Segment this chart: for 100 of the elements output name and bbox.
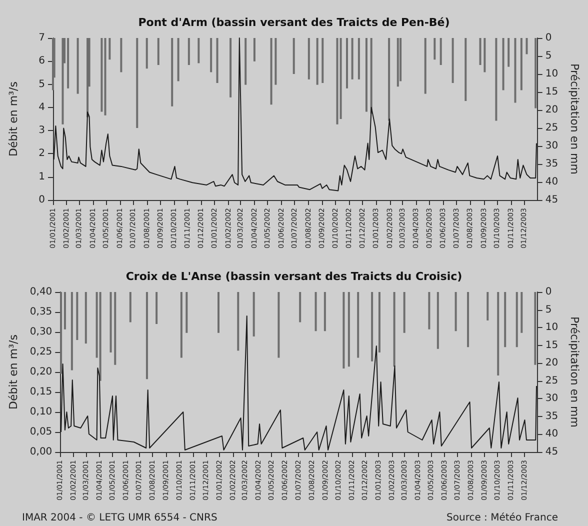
y2-tick-label: 35 <box>545 158 558 170</box>
bar <box>274 38 277 85</box>
bar <box>64 292 66 330</box>
bar <box>270 38 272 105</box>
y-tick-label: 4 <box>38 102 45 113</box>
line-series <box>53 38 537 192</box>
bar <box>210 38 212 72</box>
y2-axis-title: Précipitation en mm <box>568 64 581 174</box>
bar <box>370 38 372 114</box>
y2-tick-label: 30 <box>545 393 558 404</box>
bar <box>371 292 374 362</box>
y-tick-label: 0,40 <box>30 286 52 298</box>
bar <box>110 292 112 352</box>
bar <box>322 38 324 83</box>
y-tick-label: 0,05 <box>30 426 52 438</box>
bar <box>495 38 498 121</box>
y2-tick-label: 45 <box>545 446 558 458</box>
bar <box>424 38 426 94</box>
bar <box>299 292 302 322</box>
y2-tick-label: 25 <box>545 375 558 386</box>
bar <box>76 292 78 340</box>
bar <box>504 292 506 348</box>
y2-tick-label: 20 <box>545 104 558 116</box>
bar <box>156 292 158 324</box>
bar <box>403 292 406 333</box>
source-note: Source : Météo France <box>446 512 558 524</box>
y2-tick-label: 15 <box>545 340 558 351</box>
bar <box>253 38 256 62</box>
y-tick-label: 6 <box>38 56 45 67</box>
y2-tick-label: 40 <box>545 428 558 440</box>
bar <box>198 38 200 64</box>
bar <box>534 292 536 365</box>
bar <box>336 38 338 124</box>
bar <box>340 38 342 119</box>
y2-tick-label: 40 <box>545 176 558 188</box>
y2-tick-label: 5 <box>545 50 552 62</box>
bar <box>60 292 62 374</box>
bar <box>520 38 522 90</box>
y2-tick-label: 25 <box>545 122 558 134</box>
y-tick-label: 0,25 <box>30 346 52 358</box>
y2-tick-label: 5 <box>545 304 552 316</box>
bar <box>230 38 232 98</box>
bar <box>62 38 64 124</box>
y2-tick-label: 0 <box>545 286 552 298</box>
bar <box>428 292 430 330</box>
bar <box>146 38 148 69</box>
y2-tick-label: 10 <box>545 68 558 80</box>
y-tick-label: 0,20 <box>30 366 52 378</box>
bar <box>464 38 467 101</box>
bar <box>440 38 442 65</box>
bar <box>516 292 518 348</box>
y-tick-label: 0,15 <box>30 386 52 398</box>
bar <box>396 38 399 87</box>
bar <box>454 292 457 332</box>
bar <box>526 38 528 54</box>
y2-tick-label: 10 <box>545 322 558 334</box>
bar <box>452 38 454 83</box>
bar <box>486 292 489 320</box>
bar <box>104 38 106 116</box>
bar <box>186 292 188 333</box>
bar <box>108 38 111 60</box>
bar <box>218 292 220 333</box>
y2-axis-title: Précipitation en mm <box>568 316 581 428</box>
bar <box>180 292 182 358</box>
bar <box>237 292 240 351</box>
bar <box>99 292 102 381</box>
bar <box>308 38 310 80</box>
y-tick-label: 0,00 <box>30 446 52 458</box>
y2-tick-label: 20 <box>545 358 558 369</box>
chart-title: Croix de L'Anse (bassin versant des Traicts du Croisic) <box>126 270 462 283</box>
bar <box>76 38 79 94</box>
bar <box>436 292 439 349</box>
bar <box>188 38 190 65</box>
chart-title: Pont d'Arm (bassin versant des Traicts de Pen-Bé) <box>138 16 450 29</box>
bar <box>136 38 138 128</box>
y-tick-label: 1 <box>38 171 45 182</box>
y-tick-label: 7 <box>38 32 45 44</box>
y-tick-label: 0,10 <box>30 406 52 418</box>
bar <box>342 292 345 368</box>
bar <box>388 38 390 121</box>
bar <box>534 38 537 108</box>
bar <box>316 38 318 85</box>
bar <box>351 38 354 80</box>
bar <box>177 38 180 82</box>
y2-tick-label: 30 <box>545 140 558 152</box>
y-axis-title: Débit en m³/s <box>7 81 20 156</box>
bar <box>497 292 500 376</box>
bar <box>114 292 116 365</box>
bar <box>357 292 360 358</box>
bar <box>67 38 70 88</box>
y-tick-label: 2 <box>38 148 45 160</box>
bar <box>434 38 436 60</box>
bar <box>508 38 510 67</box>
bar <box>146 292 148 380</box>
y2-tick-label: 45 <box>545 194 558 206</box>
bar <box>514 38 516 103</box>
y2-tick-label: 15 <box>545 86 558 98</box>
bar <box>86 38 89 118</box>
bar <box>292 38 295 74</box>
bar <box>216 38 218 83</box>
